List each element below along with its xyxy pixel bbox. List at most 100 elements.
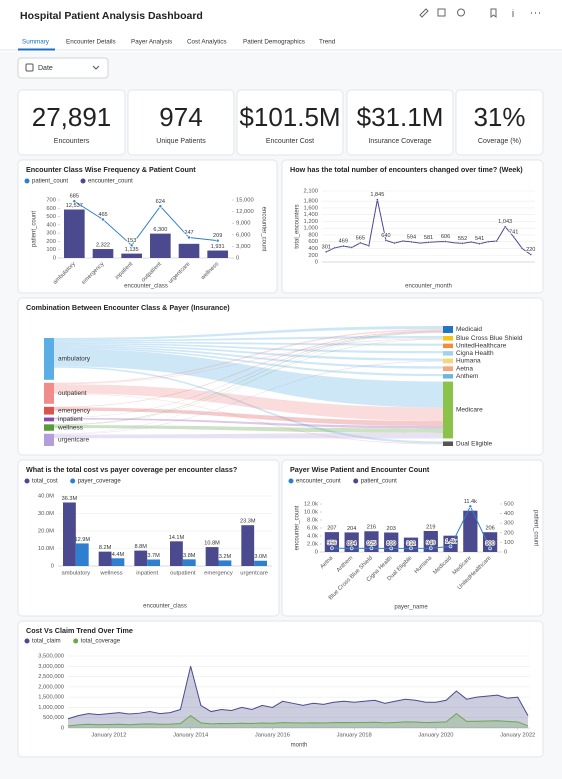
bar-value-label: 207 (327, 526, 336, 532)
bar-value-label: 216 (367, 525, 376, 531)
legend-label: total_cost (32, 479, 58, 485)
sankey-target-label: Dual Eligible (456, 440, 493, 447)
point-value-label: 1.4k (445, 539, 456, 545)
point-value-label: 894 (347, 541, 356, 547)
sankey-link (54, 344, 443, 361)
tab[interactable]: Patient Demographics (243, 39, 305, 46)
y-tick-label: 2,500,000 (38, 674, 64, 680)
bar (121, 253, 142, 258)
sankey-link (54, 326, 443, 341)
history-icon[interactable] (457, 8, 465, 17)
x-tick-label: ambulatory (61, 571, 90, 577)
bookmark-icon[interactable] (490, 8, 497, 19)
y2-tick-label: 15,000 (236, 198, 254, 204)
y-axis-title: encounter_count (295, 505, 301, 550)
point-value-label: 594 (407, 234, 416, 240)
chart-title: Payer Wise Patient and Encounter Count (290, 465, 430, 474)
kpi-value: 974 (159, 102, 202, 132)
kpi-value: $31.1M (357, 102, 444, 132)
sankey-link (54, 338, 443, 385)
bar-value-label: 1,135 (125, 247, 139, 253)
y-tick-label: 1,000,000 (38, 705, 64, 711)
point-value-label: 956 (327, 541, 336, 547)
tab[interactable]: Summary (22, 39, 50, 46)
bar (64, 209, 85, 258)
y-tick-label: 200 (308, 253, 318, 259)
legend-swatch (80, 178, 86, 184)
y2-tick-label: 300 (504, 521, 514, 527)
legend-swatch (70, 478, 76, 484)
point-value-label: 465 (98, 212, 107, 218)
sankey-link (54, 425, 443, 433)
bar (134, 550, 148, 566)
sankey-source-label: ambulatory (58, 356, 91, 363)
sankey-link (54, 384, 443, 421)
date-filter-label[interactable]: Date (38, 65, 53, 72)
legend-label: encounter_count (296, 479, 341, 485)
legend-label: patient_count (32, 179, 68, 185)
y-tick-label: 1,000 (303, 226, 318, 232)
x-axis-title: month (291, 743, 308, 749)
bar-value-label: 3.7M (147, 553, 160, 559)
y2-tick-label: 12,000 (236, 209, 254, 215)
y2-tick-label: 0 (236, 256, 239, 262)
y-axis-title: total_encounters (295, 204, 301, 248)
bar-value-label: 219 (426, 524, 435, 530)
y-tick-label: 400 (308, 246, 318, 252)
area-line (67, 712, 529, 727)
sankey-target-node (443, 366, 453, 372)
bar-value-label: 1,931 (211, 244, 225, 250)
point-value-label: 925 (367, 541, 376, 547)
y-tick-label: 1,800 (303, 199, 318, 205)
x-tick-label: emergency (204, 571, 233, 577)
x-tick-label: urgentcare (240, 571, 268, 577)
y-axis-title: patient_count (32, 211, 38, 247)
kpi-label: Encounter Cost (266, 138, 314, 145)
chart-title: What is the total cost vs payer coverage… (26, 465, 237, 474)
point-value-label: 247 (184, 230, 193, 236)
legend-swatch (24, 638, 30, 644)
dropdown-caret[interactable] (92, 65, 100, 70)
y2-tick-label: 200 (504, 530, 514, 536)
y2-tick-label: 500 (504, 502, 514, 508)
bar (150, 233, 171, 258)
sankey-link (54, 331, 443, 418)
point-value-label: 541 (475, 236, 484, 242)
chart-card (17, 297, 544, 456)
bar-value-label: 206 (485, 526, 494, 532)
edit-icon[interactable] (419, 8, 429, 18)
y-tick-label: 0 (315, 550, 318, 556)
kpi-row: 27,891 Encounters 974 Unique Patients $101.5… (17, 89, 544, 156)
sankey-link (54, 342, 443, 354)
y-tick-label: 300 (46, 231, 56, 237)
tab[interactable]: Payer Analysis (131, 39, 172, 46)
tab[interactable]: Cost Analytics (187, 39, 227, 46)
sankey-source-label: inpatient (58, 416, 83, 423)
point-value-label: 565 (356, 235, 365, 241)
y-tick-label: 2,000,000 (38, 684, 64, 690)
y-tick-label: 200 (46, 239, 56, 245)
y-tick-label: 40.0M (38, 494, 54, 500)
charts: Encounter Class Wise Frequency & Patient… (17, 159, 544, 758)
header-icons[interactable] (419, 8, 540, 19)
sankey-target-node (443, 374, 453, 379)
y-tick-label: 1,600 (303, 205, 318, 211)
legend-swatch (288, 478, 294, 484)
date-filter[interactable] (17, 57, 109, 79)
sankey-target-node (443, 326, 453, 333)
point-value-label: 606 (441, 234, 450, 240)
bar (254, 560, 268, 566)
share-icon[interactable] (437, 8, 446, 17)
bar-value-label: 4.4M (112, 552, 125, 558)
tab[interactable]: Trend (319, 39, 336, 46)
kpi-card (455, 89, 544, 156)
legend-swatch (24, 178, 30, 184)
bar-value-label: 8.2M (99, 545, 112, 551)
y2-axis-title: encounter_count (260, 207, 266, 252)
y2-tick-label: 6,000 (236, 232, 251, 238)
tab[interactable]: Encounter Details (66, 39, 116, 46)
sankey-link (54, 338, 443, 426)
bar (178, 243, 200, 258)
